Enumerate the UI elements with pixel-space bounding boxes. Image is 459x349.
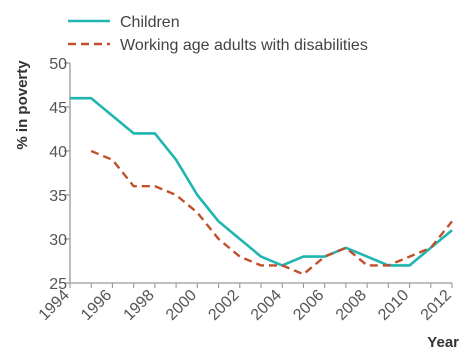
series-line-1	[90, 149, 453, 276]
x-tick-label: 1996	[78, 287, 115, 324]
series-lines	[70, 96, 453, 276]
x-tick-label: 2004	[248, 287, 285, 324]
y-ticks: 25 30 35 40 45 50	[49, 56, 70, 293]
x-tick-label: 1998	[121, 287, 158, 324]
y-tick-label: 50	[49, 56, 67, 73]
x-tick-label: 2008	[333, 287, 370, 324]
y-tick-label: 35	[49, 188, 67, 205]
legend-label-children: Children	[120, 14, 180, 31]
x-ticks: 1994 1996 1998 2000 2002 2004 2006 2008 2010 2012	[36, 283, 455, 324]
x-tick-label: 2000	[163, 287, 200, 324]
y-tick-label: 30	[49, 232, 67, 249]
x-tick-label: 2006	[290, 287, 327, 324]
legend: Children Working age adults with disabil…	[68, 14, 368, 54]
y-tick-label: 40	[49, 144, 67, 161]
y-tick-label: 25	[49, 276, 67, 293]
x-axis-title: Year	[427, 334, 459, 349]
y-axis-title: % in poverty	[14, 60, 31, 150]
y-tick-label: 45	[49, 100, 67, 117]
x-tick-label: 2010	[375, 287, 412, 324]
series-line-0	[70, 96, 453, 267]
legend-label-adults-disabilities: Working age adults with disabilities	[120, 37, 368, 54]
x-tick-label: 2002	[205, 287, 242, 324]
x-tick-label: 2012	[418, 287, 455, 324]
x-tick-label: 1994	[36, 287, 73, 324]
